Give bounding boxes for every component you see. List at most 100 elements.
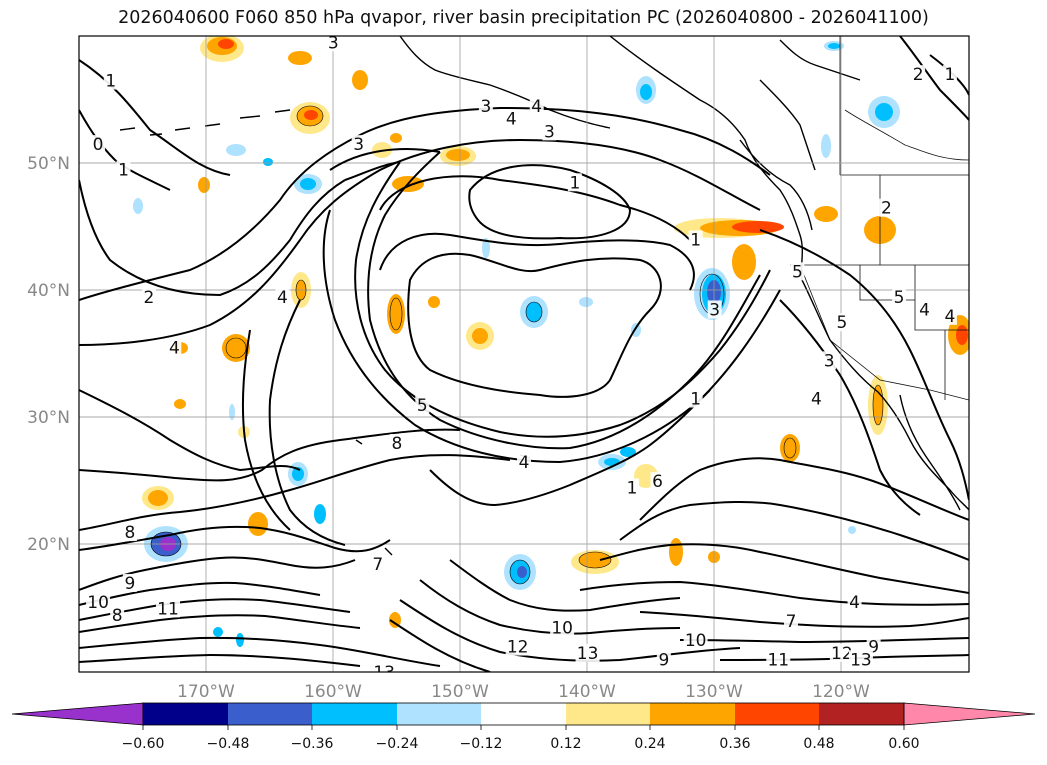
colorbar-tick: −0.48 — [207, 736, 250, 752]
contour-label-bg — [542, 122, 557, 141]
shade-blob — [292, 467, 304, 481]
contour-label-bg — [784, 612, 798, 631]
contour-label: 7 — [372, 555, 383, 575]
contour-label-bg — [707, 300, 722, 319]
contour-label-bg — [822, 351, 837, 370]
shade-blob — [300, 178, 316, 190]
contour-label: 4 — [945, 307, 956, 327]
shade-blob — [814, 206, 838, 222]
contour-label: 11 — [157, 599, 179, 619]
contour-label: 3 — [824, 351, 835, 371]
colorbar-extend-left — [11, 702, 144, 726]
contour-label: 13 — [850, 650, 872, 670]
colorbar-tick: −0.12 — [460, 736, 503, 752]
lon-axis: 170°W 160°W 150°W 140°W 130°W 120°W — [177, 682, 870, 702]
contour-label: 4 — [531, 97, 542, 117]
contour-label: 8 — [124, 523, 135, 543]
colorbar-tick: −0.36 — [291, 736, 334, 752]
lon-label-130w: 130°W — [685, 682, 743, 702]
contour-label-bg — [517, 453, 531, 472]
contour-label-bg — [529, 96, 544, 115]
contour-label: 1 — [690, 231, 701, 251]
colorbar-segment — [650, 703, 735, 725]
contour-label: 13 — [577, 644, 599, 664]
lat-label-30n: 30°N — [27, 408, 70, 428]
shade-blob — [828, 43, 840, 49]
colorbar-segment — [228, 703, 312, 725]
contour-label: 2 — [144, 288, 155, 308]
contour-label-bg — [790, 262, 805, 281]
shade-blob — [229, 404, 235, 420]
contour-label: 4 — [849, 593, 860, 613]
contour-label: 1 — [690, 390, 701, 410]
contour-label: 6 — [652, 472, 663, 492]
shade-blob — [620, 447, 636, 457]
colorbar-tick: 0.48 — [803, 736, 834, 752]
shade-blob — [579, 297, 593, 307]
contour-label: 9 — [658, 650, 669, 670]
colorbar-tick: 0.12 — [550, 736, 581, 752]
colorbar-segment — [819, 703, 904, 725]
lon-label-120w: 120°W — [812, 682, 870, 702]
contour-label-bg — [275, 287, 290, 306]
shade-blob — [352, 70, 368, 90]
contour-label-bg — [372, 663, 397, 672]
colorbar-outline — [142, 702, 905, 726]
contour-label: 5 — [836, 313, 847, 333]
colorbar-tick: −0.60 — [122, 736, 165, 752]
contour-label: 10 — [551, 618, 573, 638]
shade-blob — [248, 512, 268, 536]
contour-label: 3 — [353, 135, 364, 155]
shade-blob — [263, 158, 273, 166]
shading-outlines — [150, 105, 884, 585]
shade-blob — [482, 238, 490, 258]
colorbar-tick: −0.24 — [376, 736, 419, 752]
shade-blob — [226, 144, 246, 156]
colorbar: −0.60 −0.48 −0.36 −0.24 −0.12 0.12 0.24 … — [11, 702, 1036, 752]
contour-label-bg — [911, 65, 926, 84]
map-frame — [78, 35, 970, 673]
colorbar-segment — [143, 703, 228, 725]
shade-blob — [133, 198, 143, 214]
contour-label-bg — [683, 631, 708, 650]
contour-label-bg — [478, 96, 493, 115]
shade-blob — [732, 221, 784, 233]
contour-label-bg — [688, 230, 703, 249]
contour-label: 3 — [544, 122, 555, 142]
political-borders — [790, 36, 969, 401]
colorbar-segment — [397, 703, 481, 725]
contour-label-bg — [156, 599, 180, 618]
contour-label-bg — [415, 395, 430, 414]
colorbar-tick: 0.36 — [719, 736, 750, 752]
contour-label: 3 — [480, 97, 491, 117]
colorbar-tick: 0.60 — [888, 736, 919, 752]
map-title: 2026040600 F060 850 hPa qvapor, river ba… — [118, 8, 929, 28]
contour-label-bg — [625, 478, 640, 497]
contour-label: 10 — [87, 593, 109, 613]
contour-label: 8 — [112, 606, 123, 626]
contour-label: 4 — [519, 453, 530, 473]
contour-label: 4 — [169, 339, 180, 359]
shade-blob — [218, 39, 234, 49]
contour-label-bg — [116, 160, 131, 179]
contour-label: 4 — [506, 110, 517, 130]
contour-label-bg — [834, 313, 849, 332]
lat-label-50n: 50°N — [27, 154, 70, 174]
qvapor-contours — [79, 36, 969, 672]
shade-blob — [446, 149, 470, 161]
contour-label-bg — [575, 643, 600, 662]
contour-label-bg — [766, 650, 791, 669]
contour-label-bg — [122, 573, 137, 592]
contour-label-bg — [86, 593, 111, 612]
contour-label-bg — [650, 472, 665, 491]
shade-blob — [304, 110, 318, 120]
lat-label-40n: 40°N — [27, 281, 70, 301]
contour-label-bg — [504, 109, 519, 128]
shade-blob — [526, 302, 542, 322]
lon-label-150w: 150°W — [431, 682, 489, 702]
shade-blob — [428, 296, 440, 308]
contour-label-bg — [103, 71, 118, 90]
contour-label: 1 — [569, 173, 580, 193]
contour-label: 0 — [93, 135, 104, 155]
shade-blob — [821, 134, 831, 158]
